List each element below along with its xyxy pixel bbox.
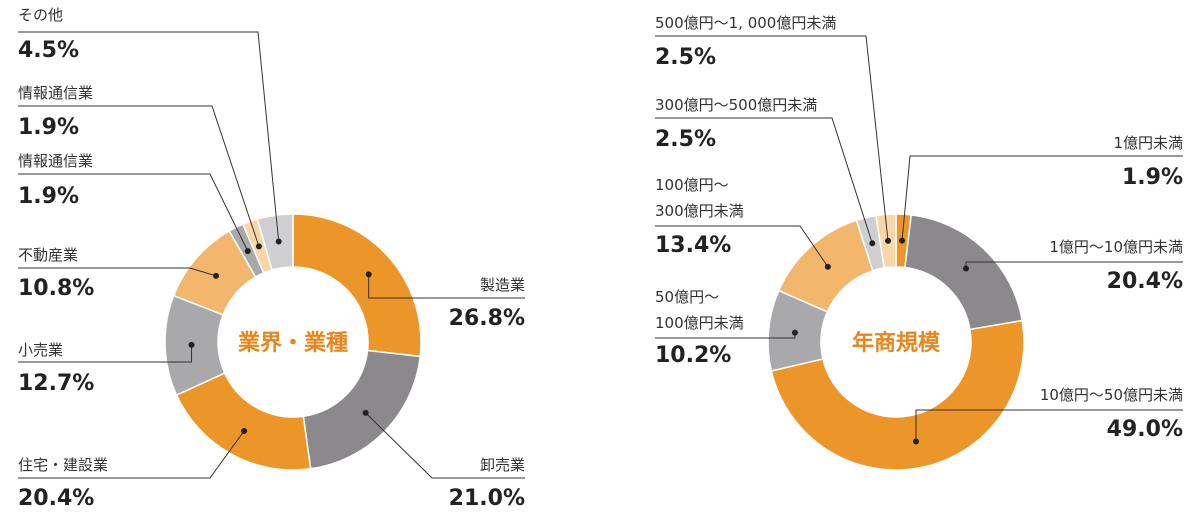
slice-label: 小売業 [18,341,63,359]
leader-line [365,412,525,479]
donut-slice [904,214,1024,331]
slice-label: 300億円〜500億円未満 [655,96,817,114]
leader-dot [275,238,282,245]
slice-value: 1.9% [18,115,79,140]
slice-label: 100億円〜 300億円未満 [655,176,744,220]
leader-dot [213,272,220,279]
donut-slice [770,319,1025,471]
slice-label: 不動産業 [18,246,78,264]
slice-label: 製造業 [480,276,525,294]
slice-label: 情報通信業 [18,84,93,102]
slice-value: 21.0% [449,486,525,511]
slice-value: 4.5% [18,38,79,63]
slice-label: 住宅・建設業 [18,456,108,474]
donut-industry: 製造業 26.8% 卸売業 21.0% 住宅・建設業 20.4% 小売業 12.7% 不動産業 1… [18,6,525,511]
slice-value: 10.2% [655,343,731,368]
slice-label: 1億円未満 [1113,134,1183,152]
slice-label: 情報通信業 [18,152,93,170]
donut-title-industry: 業界・業種 [238,331,348,356]
leader-dot [963,265,970,272]
slice-label: 500億円〜1, 000億円未満 [655,14,836,32]
slice-value: 1.9% [18,184,79,209]
donut-slice [292,213,422,358]
leader-line [655,117,873,244]
donut-slice [302,349,422,470]
leader-line [18,267,217,277]
leader-line [901,155,1183,241]
leader-dot [255,243,262,250]
slice-label: 50億円〜 100億円未満 [655,288,744,332]
leader-dot [362,409,369,416]
slice-value: 20.4% [18,486,94,511]
leader-line [655,35,889,241]
leader-line [655,225,829,268]
leader-dot [885,237,892,244]
slice-label: その他 [18,6,63,24]
leader-line [18,173,249,252]
slice-value: 26.8% [449,306,525,331]
donut-slice [256,213,294,271]
leader-line [915,409,1183,442]
leader-line [18,105,260,247]
slice-value: 20.4% [1107,269,1183,294]
slice-value: 12.7% [18,371,94,396]
donut-title-revenue: 年商規模 [852,330,941,356]
leader-dot [899,237,906,244]
leader-dot [869,240,876,247]
donut-revenue: 1億円未満 1.9% 1億円〜10億円未満 20.4% 10億円〜50億円未満 49.0%… [655,14,1183,471]
leader-dot [912,438,919,445]
slice-value: 13.4% [655,233,731,258]
slice-value: 49.0% [1107,417,1183,442]
leader-line [18,31,280,242]
donut-slice [175,372,312,471]
slice-label: 1億円〜10億円未満 [1049,238,1183,256]
slice-value: 2.5% [655,127,716,152]
leader-dot [188,341,195,348]
leader-dot [241,427,248,434]
slice-value: 10.8% [18,276,94,301]
leader-dot [791,329,798,336]
leader-dot [244,248,251,255]
leader-line [18,344,193,363]
leader-line [18,430,245,479]
leader-line [368,274,525,299]
slice-label: 卸売業 [480,456,525,474]
leader-dot [365,271,372,278]
leader-dot [824,263,831,270]
slice-value: 2.5% [655,45,716,70]
slice-label: 10億円〜50億円未満 [1040,386,1183,404]
slice-value: 1.9% [1122,165,1183,190]
